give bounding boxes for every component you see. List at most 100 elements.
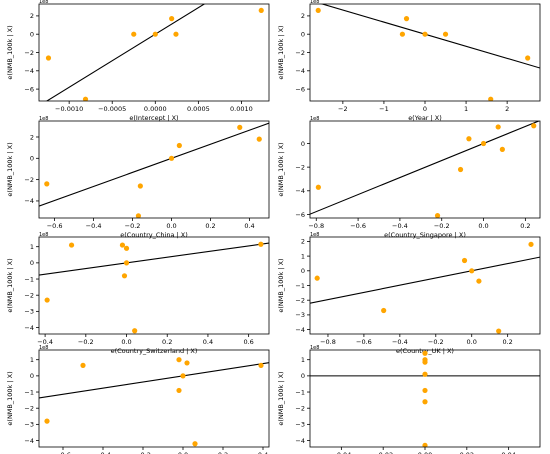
x-tick-label: −0.02: [373, 451, 393, 454]
x-axis-label: e(Country_Switzerland | X): [111, 347, 198, 355]
data-point: [184, 360, 190, 366]
y-tick-label: 0: [301, 30, 305, 38]
data-point: [237, 124, 243, 130]
y-tick-label: −4: [24, 197, 34, 205]
y-tick-label: −4: [295, 326, 305, 334]
x-tick-label: −0.2: [434, 222, 450, 230]
x-tick-label: 0.0: [166, 222, 176, 230]
y-tick-label: 0: [301, 267, 305, 275]
data-point: [45, 55, 52, 61]
panel-1: −0.0010 −0.0005 0.0000 0.0005 0.0010 −6 −4 −2 0 2…: [6, 0, 270, 122]
data-point: [119, 242, 126, 248]
y-tick-label: −2: [295, 49, 305, 57]
x-tick-label: −0.6: [350, 222, 366, 230]
data-point: [258, 362, 264, 368]
y-exponent-label: 1e8: [310, 116, 319, 122]
x-tick-label: −0.2: [125, 222, 141, 230]
y-tick-label: 2: [301, 12, 305, 20]
x-tick-label: 0.4: [258, 451, 268, 454]
plot-frame: [309, 3, 541, 102]
data-point: [496, 328, 502, 334]
y-tick-label: −6: [295, 211, 305, 219]
panel-4: −0.8 −0.6 −0.4 −0.2 0.0 0.2 −6 −4 −2 0 1e8 e(Countr…: [277, 116, 541, 239]
x-tick-label: 0.02: [460, 451, 474, 454]
y-exponent-label: 1e8: [310, 232, 319, 238]
y-tick-label: 0: [30, 372, 34, 380]
fit-line: [310, 256, 540, 304]
y-tick-label: −2: [24, 405, 34, 413]
fit-line: [39, 362, 269, 399]
x-tick-label: −0.2: [135, 451, 151, 454]
data-point: [258, 241, 264, 247]
x-tick-label: −2: [338, 105, 348, 113]
data-point: [422, 359, 428, 365]
x-tick-label: 0.00: [418, 451, 432, 454]
x-tick-label: −0.0005: [98, 105, 126, 113]
y-axis-label: e(NMB_100k | X): [277, 25, 285, 79]
y-axis-label: e(NMB_100k | X): [6, 25, 14, 79]
data-point: [314, 275, 320, 281]
plot-frame: [38, 3, 270, 102]
data-point: [256, 136, 262, 142]
y-tick-label: −2: [24, 176, 34, 184]
data-point: [173, 31, 179, 37]
fit-line: [39, 122, 269, 207]
x-tick-label: 0.0: [467, 338, 477, 346]
y-exponent-label: 1e8: [39, 116, 48, 122]
data-point: [422, 399, 428, 405]
x-tick-label: 0.2: [218, 451, 228, 454]
y-tick-label: 2: [301, 238, 305, 246]
y-tick-label: −4: [295, 67, 305, 75]
x-tick-label: 0.0005: [187, 105, 210, 113]
y-tick-label: 1: [301, 252, 305, 260]
panel-8: −0.04−0.020.000.020.04−4−3−2−1011e8e(Inc…: [277, 345, 541, 454]
data-point: [123, 245, 130, 251]
data-point: [168, 155, 175, 161]
y-tick-label: 2: [30, 12, 34, 20]
y-tick-label: −6: [24, 85, 34, 93]
y-tick-label: 1: [30, 243, 34, 251]
y-tick-label: −3: [24, 308, 34, 316]
data-point: [499, 146, 505, 152]
data-point: [176, 387, 182, 394]
x-tick-label: 0.0000: [144, 105, 167, 113]
data-point: [192, 441, 198, 447]
y-axis-label: e(NMB_100k | X): [277, 371, 285, 425]
plot-frame: [38, 120, 270, 219]
y-axis-label: e(NMB_100k | X): [277, 142, 285, 196]
panel-7: −0.6 −0.4 −0.2 0.0 0.2 0.4 −4 −3 −2 −1 0 1 1e8 e(Coun…: [6, 345, 270, 454]
plot-frame: [309, 120, 541, 219]
x-tick-label: −0.4: [95, 451, 111, 454]
data-point: [403, 16, 410, 22]
y-tick-label: −1: [295, 388, 305, 396]
x-tick-label: 0.0: [178, 451, 188, 454]
x-tick-label: 0.4: [244, 222, 254, 230]
x-tick-label: −0.4: [392, 338, 408, 346]
y-exponent-label: 1e8: [310, 345, 319, 351]
data-point: [457, 166, 464, 173]
y-tick-label: −1: [295, 282, 305, 290]
data-point: [495, 124, 501, 130]
x-tick-label: 0.6: [243, 338, 253, 346]
y-tick-label: −1: [24, 388, 34, 396]
x-tick-label: −0.4: [86, 222, 102, 230]
data-point: [169, 16, 175, 22]
y-tick-label: 0: [301, 140, 305, 148]
y-tick-label: 1: [30, 356, 34, 364]
data-point: [80, 362, 86, 368]
plot-frame: [38, 349, 270, 448]
data-point: [422, 31, 428, 37]
data-point: [442, 31, 449, 37]
x-tick-label: 0: [423, 105, 427, 113]
x-tick-label: 1: [464, 105, 468, 113]
y-tick-label: 2: [30, 133, 34, 141]
data-point: [422, 350, 428, 356]
y-tick-label: −3: [24, 421, 34, 429]
x-tick-label: 0.0: [121, 338, 131, 346]
x-tick-label: −0.04: [331, 451, 351, 454]
plot-frame: [309, 236, 541, 335]
data-point: [422, 371, 428, 377]
y-exponent-label: 1e8: [39, 0, 48, 5]
x-tick-label: −0.8: [308, 222, 324, 230]
data-point: [525, 55, 531, 61]
